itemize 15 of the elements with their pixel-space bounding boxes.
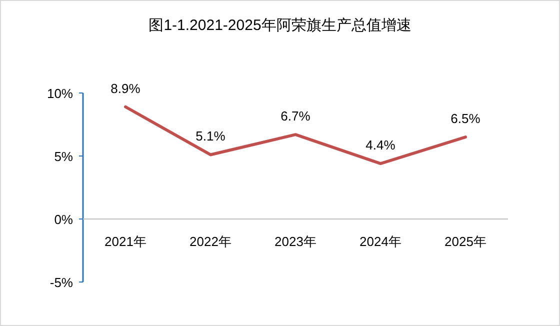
chart-title: 图1-1.2021-2025年阿荣旗生产总值增速 (148, 17, 412, 34)
y-tick-label: 10% (46, 86, 74, 101)
data-label: 4.4% (366, 138, 396, 153)
x-tick-label: 2022年 (190, 234, 232, 249)
y-tick-label: 5% (54, 149, 74, 164)
x-tick-label: 2021年 (104, 234, 146, 249)
data-label: 5.1% (196, 128, 226, 144)
y-tick-label: 0% (54, 212, 74, 227)
x-tick-label: 2023年 (274, 234, 316, 249)
data-label: 6.5% (450, 111, 481, 126)
x-tick-label: 2025年 (444, 234, 486, 249)
x-tick-label: 2024年 (360, 234, 402, 249)
data-label: 8.9% (110, 80, 141, 96)
y-tick-label: -5% (50, 275, 74, 290)
data-label: 6.7% (280, 108, 311, 124)
